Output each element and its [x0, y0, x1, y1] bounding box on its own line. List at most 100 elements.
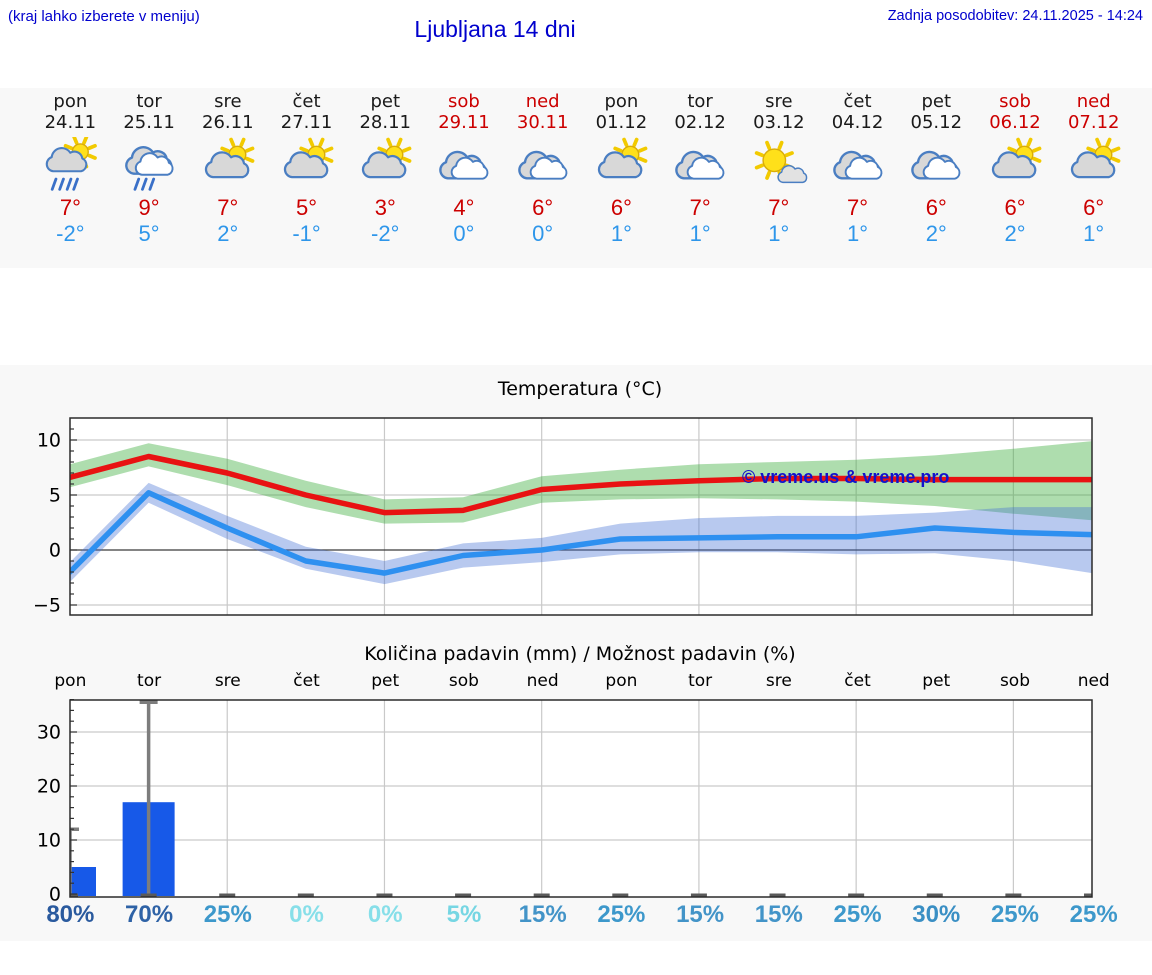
temperature-chart: −5 0 5 10 — [0, 365, 1152, 635]
sun-cloud-rain-icon — [31, 137, 110, 193]
svg-text:30: 30 — [37, 722, 61, 744]
day-high-temp: 4° — [453, 195, 475, 220]
day-high-temp: 7° — [217, 195, 239, 220]
svg-text:10: 10 — [37, 830, 61, 852]
day-low-temp: 2° — [217, 221, 239, 246]
day-low-temp: -2° — [371, 221, 400, 246]
day-low-temp: 2° — [925, 221, 947, 246]
precip-bar — [70, 867, 96, 896]
day-name: sob — [448, 91, 480, 112]
precip-probability: 25% — [203, 901, 252, 928]
day-date: 05.12 — [910, 112, 963, 133]
day-date: 27.11 — [280, 112, 333, 133]
precip-probability: 15% — [676, 901, 725, 928]
day-high-temp: 6° — [1004, 195, 1026, 220]
day-name: sre — [765, 91, 793, 112]
day-low-temp: -1° — [292, 221, 321, 246]
precip-probability: 25% — [833, 901, 882, 928]
day-date: 06.12 — [989, 112, 1041, 133]
precip-probability: 30% — [912, 901, 961, 928]
day-column: pet 28.11 3° -2° — [346, 88, 425, 268]
day-date: 03.12 — [753, 112, 805, 133]
day-high-temp: 7° — [768, 195, 790, 220]
precip-day-label: pon — [605, 671, 638, 691]
precip-probability: 0% — [367, 901, 403, 928]
day-date: 30.11 — [516, 112, 569, 133]
day-date: 29.11 — [438, 112, 490, 133]
clouds-icon — [503, 137, 582, 193]
precip-probability: 80% — [46, 901, 95, 928]
min-temp-band — [70, 482, 1092, 585]
day-date: 26.11 — [202, 112, 254, 133]
sun-cloud-icon — [976, 137, 1055, 193]
precip-probability: 25% — [597, 901, 646, 928]
day-name: pon — [53, 91, 88, 112]
svg-text:0: 0 — [49, 540, 61, 562]
day-column: pet 05.12 6° 2° — [897, 88, 976, 268]
precip-probability: 15% — [518, 901, 567, 928]
day-column: sob 06.12 6° 2° — [976, 88, 1055, 268]
clouds-icon — [425, 137, 504, 193]
sun-cloud-icon — [1054, 137, 1133, 193]
precipitation-chart: 0 10 20 30 — [0, 660, 1152, 910]
max-temp-band — [70, 441, 1092, 524]
precip-probability: 25% — [1069, 901, 1118, 928]
sun-cloud-icon — [188, 137, 267, 193]
menu-note: (kraj lahko izberete v meniju) — [8, 8, 200, 25]
precip-day-label: sob — [448, 671, 479, 691]
svg-text:10: 10 — [37, 430, 61, 452]
precip-day-label: tor — [688, 671, 713, 691]
precip-day-label: sob — [999, 671, 1031, 691]
day-high-temp: 6° — [1083, 195, 1105, 220]
day-low-temp: 1° — [610, 221, 632, 246]
day-date: 01.12 — [595, 112, 648, 133]
precip-probability-row: 80% 70% 25% 0% 0% 5% 15% 25% 15% 15% 25% 30% 25% 25% — [0, 901, 1152, 929]
day-high-temp: 5° — [295, 195, 318, 220]
day-high-temp: 3° — [374, 195, 396, 220]
precip-day-label: tor — [137, 671, 162, 691]
day-name: pon — [604, 91, 639, 112]
cloud-rain-icon — [110, 137, 189, 193]
day-column: sob 29.11 4° 0° — [425, 88, 504, 268]
charts-section: Temperatura (°C) −5 0 5 10 © vreme.us & vre… — [0, 365, 1152, 941]
day-date: 25.11 — [123, 112, 175, 133]
page-title: Ljubljana 14 dni — [414, 16, 576, 42]
day-low-temp: 2° — [1004, 221, 1026, 246]
day-low-temp: 1° — [768, 221, 790, 246]
day-low-temp: 1° — [1083, 221, 1105, 246]
precip-probability: 0% — [289, 901, 324, 928]
precip-day-labels: pon tor sre čet pet sob ned pon tor sre čet pet sob n… — [0, 671, 1152, 691]
clouds-icon — [897, 137, 976, 193]
precip-day-label: čet — [293, 671, 320, 691]
day-high-temp: 7° — [847, 195, 869, 220]
day-high-temp: 7° — [59, 195, 81, 220]
day-column: ned 07.12 6° 1° — [1054, 88, 1133, 268]
precip-day-label: sre — [765, 671, 792, 691]
precip-day-label: sre — [214, 671, 241, 691]
day-low-temp: 1° — [847, 221, 869, 246]
sun-cloud-icon — [267, 137, 346, 193]
day-name: čet — [843, 91, 872, 112]
day-column: sre 26.11 7° 2° — [188, 88, 267, 268]
forecast-strip: pon 24.11 7° -2° tor 25.11 9° 5° sre 26.11 7° 2° čet… — [0, 88, 1152, 268]
day-name: pet — [370, 91, 401, 112]
precip-day-label: pet — [922, 671, 951, 691]
day-column: tor 02.12 7° 1° — [661, 88, 740, 268]
precip-day-label: ned — [526, 671, 559, 691]
temperature-chart-title: Temperatura (°C) — [497, 378, 663, 400]
day-low-temp: 1° — [689, 221, 711, 246]
svg-text:0: 0 — [49, 884, 61, 906]
day-column: sre 03.12 7° 1° — [739, 88, 818, 268]
precip-day-label: ned — [1077, 671, 1110, 691]
precip-chart-title: Količina padavin (mm) / Možnost padavin … — [364, 643, 796, 665]
day-high-temp: 6° — [532, 195, 554, 220]
day-date: 04.12 — [831, 112, 884, 133]
precip-probability: 70% — [125, 901, 174, 928]
day-date: 24.11 — [44, 112, 97, 133]
svg-text:5: 5 — [49, 485, 61, 507]
day-column: tor 25.11 9° 5° — [110, 88, 189, 268]
day-high-temp: 9° — [138, 195, 160, 220]
day-name: sre — [214, 91, 242, 112]
day-high-temp: 6° — [925, 195, 947, 220]
day-column: ned 30.11 6° 0° — [503, 88, 582, 268]
